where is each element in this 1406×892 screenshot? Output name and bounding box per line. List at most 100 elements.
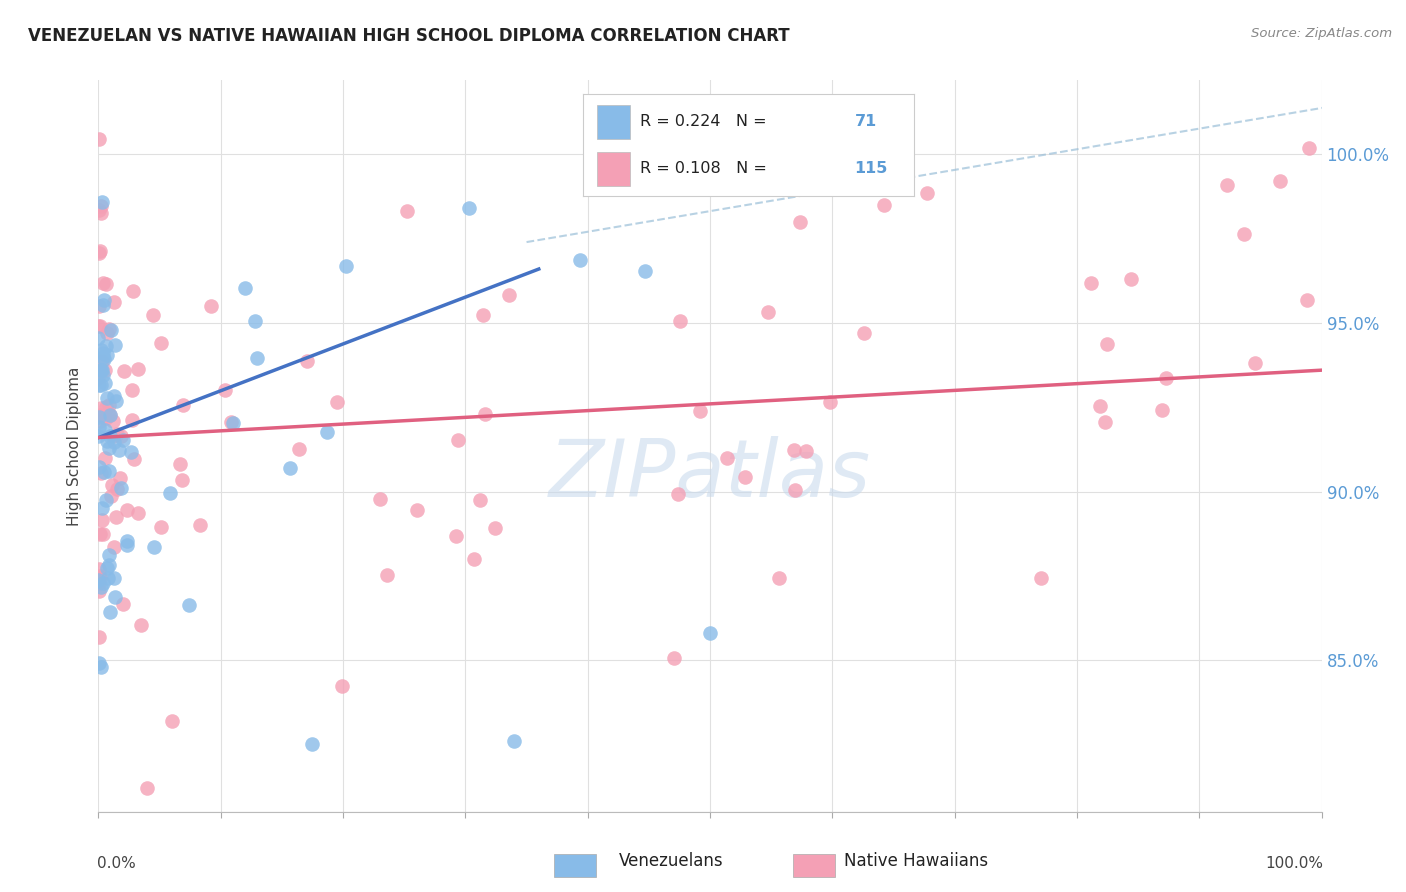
Point	[634, 263, 657, 277]
Point	[89, 244, 111, 259]
Point	[498, 288, 520, 302]
Point	[87, 656, 110, 670]
Point	[96, 434, 118, 448]
Point	[93, 352, 115, 367]
Point	[1094, 415, 1116, 429]
Point	[662, 650, 685, 665]
Point	[917, 186, 939, 200]
Point	[100, 323, 122, 337]
Point	[716, 451, 738, 466]
Point	[112, 433, 135, 447]
Point	[103, 294, 125, 309]
Point	[115, 533, 138, 548]
Point	[458, 201, 481, 215]
Point	[122, 451, 145, 466]
Text: 100.0%: 100.0%	[1265, 855, 1323, 871]
Point	[98, 605, 121, 619]
Point	[818, 394, 841, 409]
Point	[87, 132, 110, 146]
Point	[734, 469, 756, 483]
Point	[1244, 356, 1267, 370]
Point	[89, 414, 111, 428]
Point	[96, 411, 118, 425]
Point	[853, 326, 876, 340]
Text: VENEZUELAN VS NATIVE HAWAIIAN HIGH SCHOOL DIPLOMA CORRELATION CHART: VENEZUELAN VS NATIVE HAWAIIAN HIGH SCHOO…	[28, 27, 790, 45]
Point	[1298, 141, 1320, 155]
Point	[1154, 370, 1177, 384]
Point	[87, 562, 110, 576]
Point	[783, 483, 806, 497]
Point	[503, 734, 526, 748]
Text: R = 0.108   N =: R = 0.108 N =	[640, 161, 766, 176]
Point	[783, 443, 806, 458]
Point	[200, 299, 222, 313]
Point	[98, 558, 121, 573]
Point	[108, 471, 131, 485]
Point	[1216, 178, 1239, 192]
Point	[120, 444, 142, 458]
Point	[94, 376, 117, 390]
Point	[98, 398, 121, 412]
Point	[87, 202, 110, 217]
Point	[110, 428, 132, 442]
Point	[97, 406, 120, 420]
Point	[90, 580, 112, 594]
Point	[335, 260, 357, 274]
Point	[96, 561, 118, 575]
Point	[188, 518, 211, 533]
Point	[1090, 399, 1112, 413]
Point	[396, 204, 419, 219]
Point	[91, 362, 114, 376]
Point	[1119, 272, 1142, 286]
Point	[447, 433, 470, 447]
Point	[127, 506, 149, 520]
Point	[87, 460, 110, 475]
Point	[669, 314, 692, 328]
Point	[117, 538, 139, 552]
Point	[136, 781, 159, 796]
Text: ZIPatlas: ZIPatlas	[548, 436, 872, 515]
Point	[107, 427, 129, 442]
Point	[131, 617, 153, 632]
Point	[87, 429, 110, 443]
Y-axis label: High School Diploma: High School Diploma	[67, 367, 83, 525]
Point	[96, 391, 118, 405]
Point	[87, 371, 110, 385]
Point	[89, 526, 111, 541]
Point	[93, 465, 115, 479]
Point	[103, 429, 125, 443]
Point	[87, 377, 110, 392]
Point	[1080, 276, 1102, 290]
Text: 71: 71	[855, 114, 877, 128]
Point	[87, 419, 110, 434]
Point	[93, 293, 115, 307]
Point	[179, 599, 201, 613]
Point	[243, 314, 266, 328]
Point	[91, 195, 114, 210]
Point	[121, 284, 143, 298]
Point	[621, 167, 644, 181]
Point	[326, 395, 349, 409]
Point	[89, 318, 111, 333]
Point	[233, 281, 256, 295]
Point	[214, 383, 236, 397]
Point	[1095, 336, 1118, 351]
Text: Source: ZipAtlas.com: Source: ZipAtlas.com	[1251, 27, 1392, 40]
Point	[96, 326, 118, 340]
Point	[568, 253, 591, 268]
Point	[405, 503, 427, 517]
Point	[170, 473, 193, 487]
Point	[104, 590, 127, 604]
Point	[1268, 174, 1291, 188]
Point	[142, 308, 165, 322]
Point	[87, 573, 110, 587]
Point	[91, 350, 114, 364]
Point	[246, 351, 269, 365]
Point	[94, 451, 117, 466]
Point	[699, 626, 721, 640]
Point	[91, 354, 114, 368]
Point	[105, 482, 128, 496]
Point	[98, 408, 121, 422]
Point	[91, 576, 114, 591]
Point	[149, 520, 172, 534]
